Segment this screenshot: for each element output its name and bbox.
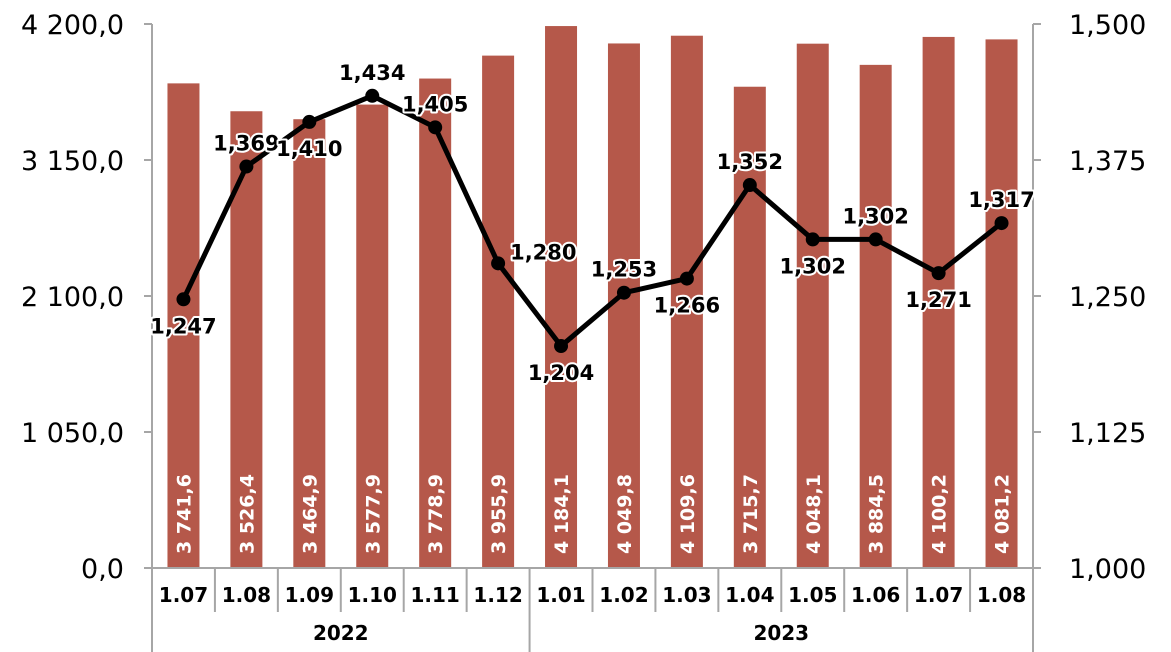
x-axis-category-label: 1.08 — [977, 583, 1026, 607]
bar — [545, 26, 578, 568]
year-group-label: 2022 — [313, 621, 369, 645]
line-point — [679, 271, 694, 286]
bar — [922, 36, 955, 569]
x-axis-category-label: 1.04 — [725, 583, 774, 607]
right-axis-tick-label: 1,500 — [1069, 10, 1146, 41]
bar-value-label: 3 778,9 — [425, 474, 447, 554]
x-axis-category-label: 1.07 — [914, 583, 963, 607]
x-axis-category-label: 1.02 — [599, 583, 648, 607]
bar — [167, 83, 200, 568]
x-axis-category-label: 1.03 — [662, 583, 711, 607]
line-point-label: 1,271 — [905, 288, 971, 312]
right-axis-tick-label: 1,375 — [1069, 146, 1146, 177]
line-point — [428, 120, 443, 135]
left-axis-tick-label: 1 050,0 — [21, 418, 124, 449]
axes: 0,0 1 050,0 2 100,0 3 150,0 4 200,0 1,000 1,12… — [21, 10, 1146, 585]
bar-value-label: 3 955,9 — [488, 474, 510, 554]
bar — [733, 86, 766, 568]
left-axis-tick-label: 0,0 — [81, 554, 124, 585]
bar — [482, 55, 515, 568]
line-point — [176, 292, 191, 307]
bar-value-label: 3 526,4 — [236, 474, 258, 554]
bar-value-label: 3 741,6 — [173, 474, 195, 554]
line-point-label: 1,247 — [150, 314, 216, 338]
line-point — [239, 159, 254, 174]
line-point-label: 1,410 — [276, 137, 342, 161]
line-point-label: 1,405 — [402, 92, 468, 116]
line-point — [365, 88, 380, 103]
x-axis-category-label: 1.08 — [222, 583, 271, 607]
line-point — [491, 256, 506, 271]
bar-value-label: 3 884,5 — [866, 474, 888, 554]
bar-value-label: 4 184,1 — [551, 474, 573, 554]
line-series — [176, 88, 1009, 354]
line-point-label: 1,266 — [654, 294, 720, 318]
bar-value-label: 3 715,7 — [740, 474, 762, 554]
bar-value-label: 4 048,1 — [803, 474, 825, 554]
bar-value-label: 3 464,9 — [299, 474, 321, 554]
line-point-label: 1,302 — [842, 204, 908, 228]
line-point-label: 1,369 — [213, 132, 279, 156]
line-point-label: 1,280 — [510, 240, 576, 264]
line-point-label: 1,317 — [968, 188, 1034, 212]
bar — [796, 43, 829, 568]
bar — [293, 119, 326, 568]
x-axis-category-label: 1.09 — [285, 583, 334, 607]
line-point — [742, 178, 757, 193]
bar — [419, 78, 452, 568]
x-axis-category-label: 1.07 — [159, 583, 208, 607]
line-point — [994, 216, 1009, 231]
line-point — [302, 114, 317, 129]
left-axis-tick-label: 4 200,0 — [21, 10, 124, 41]
bar — [356, 104, 389, 569]
left-axis-tick-label: 3 150,0 — [21, 146, 124, 177]
line-point — [805, 232, 820, 247]
x-axis-category-label: 1.10 — [348, 583, 397, 607]
left-axis-tick-label: 2 100,0 — [21, 282, 124, 313]
line-point-label: 1,253 — [591, 258, 657, 282]
bar — [985, 39, 1018, 568]
line-point-label: 1,434 — [339, 61, 405, 85]
right-axis-tick-label: 1,000 — [1069, 554, 1146, 585]
line-point-label: 1,352 — [717, 150, 783, 174]
line-point — [868, 232, 883, 247]
line-point — [931, 266, 946, 281]
year-group-label: 2023 — [753, 621, 809, 645]
right-axis-tick-label: 1,250 — [1069, 282, 1146, 313]
bar-series: 3 741,6 3 526,4 3 464,9 3 577,9 3 778,9 3 955… — [167, 26, 1018, 569]
line-path — [181, 93, 1004, 349]
line-point — [554, 339, 569, 354]
bar-value-label: 4 109,6 — [677, 474, 699, 554]
x-axis: 1.07 1.08 1.09 1.10 1.11 1.12 1.01 1.02 1.03 1.04… — [151, 567, 1034, 652]
x-axis-category-label: 1.12 — [473, 583, 522, 607]
right-axis-tick-label: 1,125 — [1069, 418, 1146, 449]
bar — [670, 35, 703, 568]
x-axis-category-label: 1.01 — [536, 583, 585, 607]
line-point-label: 1,302 — [780, 254, 846, 278]
bar-value-label: 4 049,8 — [614, 474, 636, 554]
x-axis-category-label: 1.05 — [788, 583, 837, 607]
line-point-label: 1,204 — [528, 361, 594, 385]
bar-value-label: 4 081,2 — [992, 474, 1014, 554]
bar-value-label: 3 577,9 — [362, 474, 384, 554]
x-axis-category-label: 1.11 — [410, 583, 459, 607]
bar — [607, 43, 640, 569]
bar-value-label: 4 100,2 — [929, 474, 951, 554]
line-point — [616, 285, 631, 300]
bar — [859, 64, 892, 569]
x-axis-category-label: 1.06 — [851, 583, 900, 607]
